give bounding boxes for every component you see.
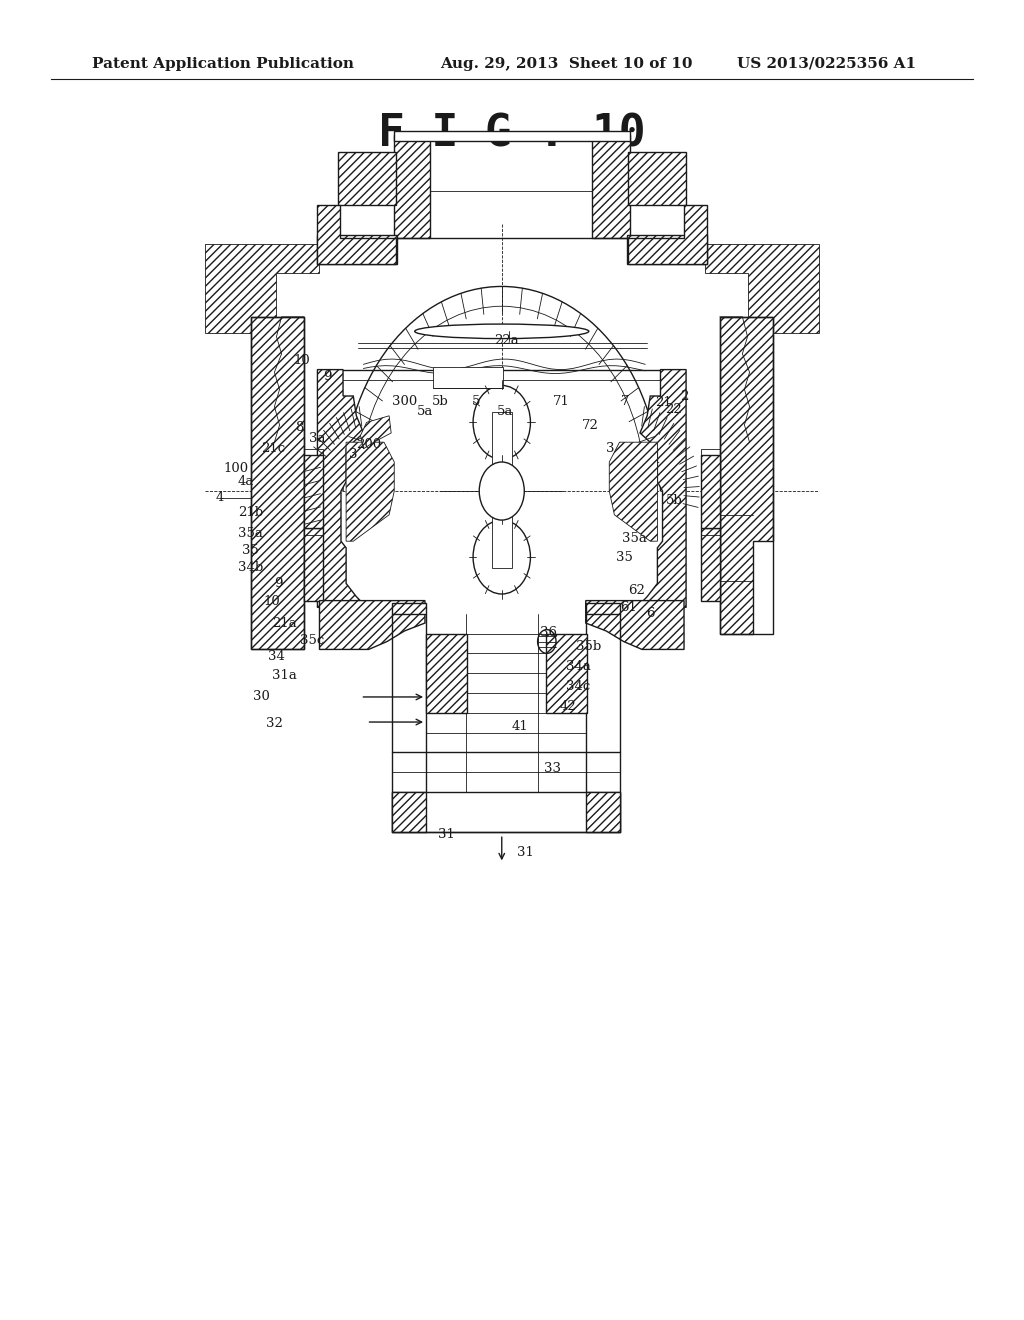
Text: Aug. 29, 2013  Sheet 10 of 10: Aug. 29, 2013 Sheet 10 of 10 [440,57,693,71]
Text: 22: 22 [666,403,682,416]
Bar [304,455,323,528]
Polygon shape [317,370,367,614]
Text: 62: 62 [629,583,645,597]
Circle shape [473,385,530,459]
Bar [492,412,512,568]
Text: 8: 8 [295,421,303,434]
Text: 5b: 5b [432,395,449,408]
Text: 32: 32 [266,717,283,730]
Bar [426,634,467,713]
Bar [720,317,773,634]
Text: Patent Application Publication: Patent Application Publication [92,57,354,71]
Text: 10: 10 [263,595,280,609]
Bar [592,135,630,238]
Bar [392,603,426,614]
Text: 7: 7 [621,395,629,408]
Text: 21c: 21c [261,442,286,455]
Text: 3: 3 [606,442,614,455]
Polygon shape [628,205,707,264]
Text: US 2013/0225356 A1: US 2013/0225356 A1 [737,57,916,71]
Bar [392,792,620,832]
Text: 300: 300 [392,395,417,408]
Text: 2: 2 [680,389,688,403]
Text: 200: 200 [356,438,381,451]
Text: 41: 41 [512,719,528,733]
Text: 21a: 21a [272,616,297,630]
Text: 3: 3 [349,447,357,461]
Polygon shape [637,370,686,614]
Polygon shape [319,601,425,649]
Text: 36: 36 [541,626,557,639]
Polygon shape [360,416,391,449]
Bar [433,367,503,388]
Text: 35: 35 [243,544,259,557]
Text: 34c: 34c [566,680,591,693]
Polygon shape [705,244,819,333]
Text: 5b: 5b [666,494,682,507]
Bar [251,317,304,649]
Polygon shape [317,205,396,264]
Text: 33: 33 [545,762,561,775]
Text: F I G . 10: F I G . 10 [378,112,646,156]
Bar [627,235,707,264]
Text: 3a: 3a [309,432,326,445]
Text: 61: 61 [621,601,637,614]
Text: 35: 35 [616,550,633,564]
Text: 34b: 34b [239,561,263,574]
Text: 5a: 5a [417,405,433,418]
Polygon shape [609,442,657,541]
Text: 31: 31 [517,846,534,859]
Text: 35a: 35a [623,532,647,545]
Bar [701,528,720,601]
Polygon shape [346,442,394,541]
Bar [628,152,686,205]
Text: 30: 30 [253,690,269,704]
Circle shape [479,462,524,520]
Text: 6: 6 [646,607,654,620]
Text: 71: 71 [553,395,569,408]
Text: 34: 34 [268,649,285,663]
Bar [338,152,396,205]
Bar [701,449,720,535]
Text: 21b: 21b [239,506,263,519]
Bar [394,135,430,238]
Polygon shape [586,601,684,649]
Polygon shape [251,317,304,649]
Bar [586,792,620,832]
Text: 9: 9 [324,370,332,383]
Text: 35c: 35c [300,634,325,647]
Text: 31a: 31a [272,669,297,682]
Text: 5a: 5a [497,405,513,418]
Text: 9: 9 [274,577,283,590]
Text: 42: 42 [560,700,577,713]
Text: 4: 4 [216,491,224,504]
Bar [394,131,630,141]
Text: 34a: 34a [566,660,591,673]
Text: 72: 72 [582,418,598,432]
Bar [304,528,323,601]
Text: 35b: 35b [577,640,601,653]
Text: 100: 100 [223,462,248,475]
Ellipse shape [415,325,589,339]
Text: 5: 5 [472,395,480,408]
Bar [392,792,426,832]
Text: 21: 21 [655,396,672,409]
Text: 4a: 4a [238,475,254,488]
Text: 31: 31 [438,828,455,841]
Circle shape [473,520,530,594]
Bar [546,634,587,713]
Polygon shape [720,317,773,634]
Text: 22a: 22a [495,334,519,347]
Text: 35a: 35a [239,527,263,540]
Text: 10: 10 [294,354,310,367]
Bar [317,235,397,264]
Polygon shape [205,244,319,333]
Bar [701,455,720,528]
Bar [586,603,620,614]
Bar [304,449,323,535]
